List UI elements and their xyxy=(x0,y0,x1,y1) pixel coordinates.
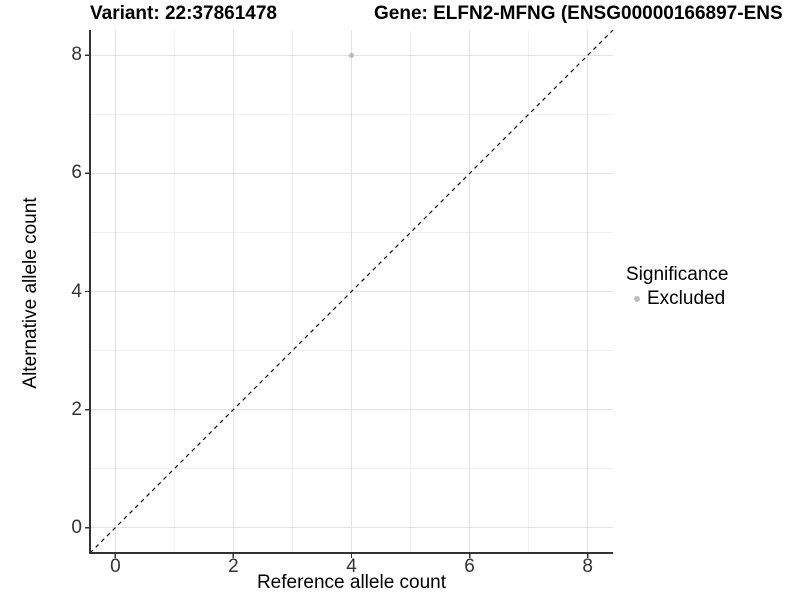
y-tick-label: 8 xyxy=(71,44,82,66)
x-tick-label: 8 xyxy=(582,556,593,577)
y-tick-label: 0 xyxy=(71,516,82,538)
y-axis-title: Alternative allele count xyxy=(20,197,41,389)
legend-point-icon xyxy=(634,295,640,302)
identity-dashed-line xyxy=(89,29,614,554)
y-tick-label: 4 xyxy=(71,280,82,302)
gene-title: Gene: ELFN2-MFNG (ENSG00000166897-ENS xyxy=(374,3,783,24)
x-tick-label: 2 xyxy=(228,556,239,577)
legend-item-excluded: Excluded xyxy=(626,287,728,310)
y-tick-label: 2 xyxy=(71,398,82,420)
legend: Significance Excluded xyxy=(626,263,728,310)
x-tick-label: 0 xyxy=(110,556,121,577)
x-tick-label: 6 xyxy=(464,556,475,577)
legend-item-label: Excluded xyxy=(647,287,726,309)
x-tick-label: 4 xyxy=(346,556,357,577)
variant-title: Variant: 22:37861478 xyxy=(90,3,277,24)
x-axis-title: Reference allele count xyxy=(256,572,447,593)
legend-title: Significance xyxy=(626,264,729,285)
y-tick-label: 6 xyxy=(71,162,82,184)
data-point xyxy=(348,52,355,58)
